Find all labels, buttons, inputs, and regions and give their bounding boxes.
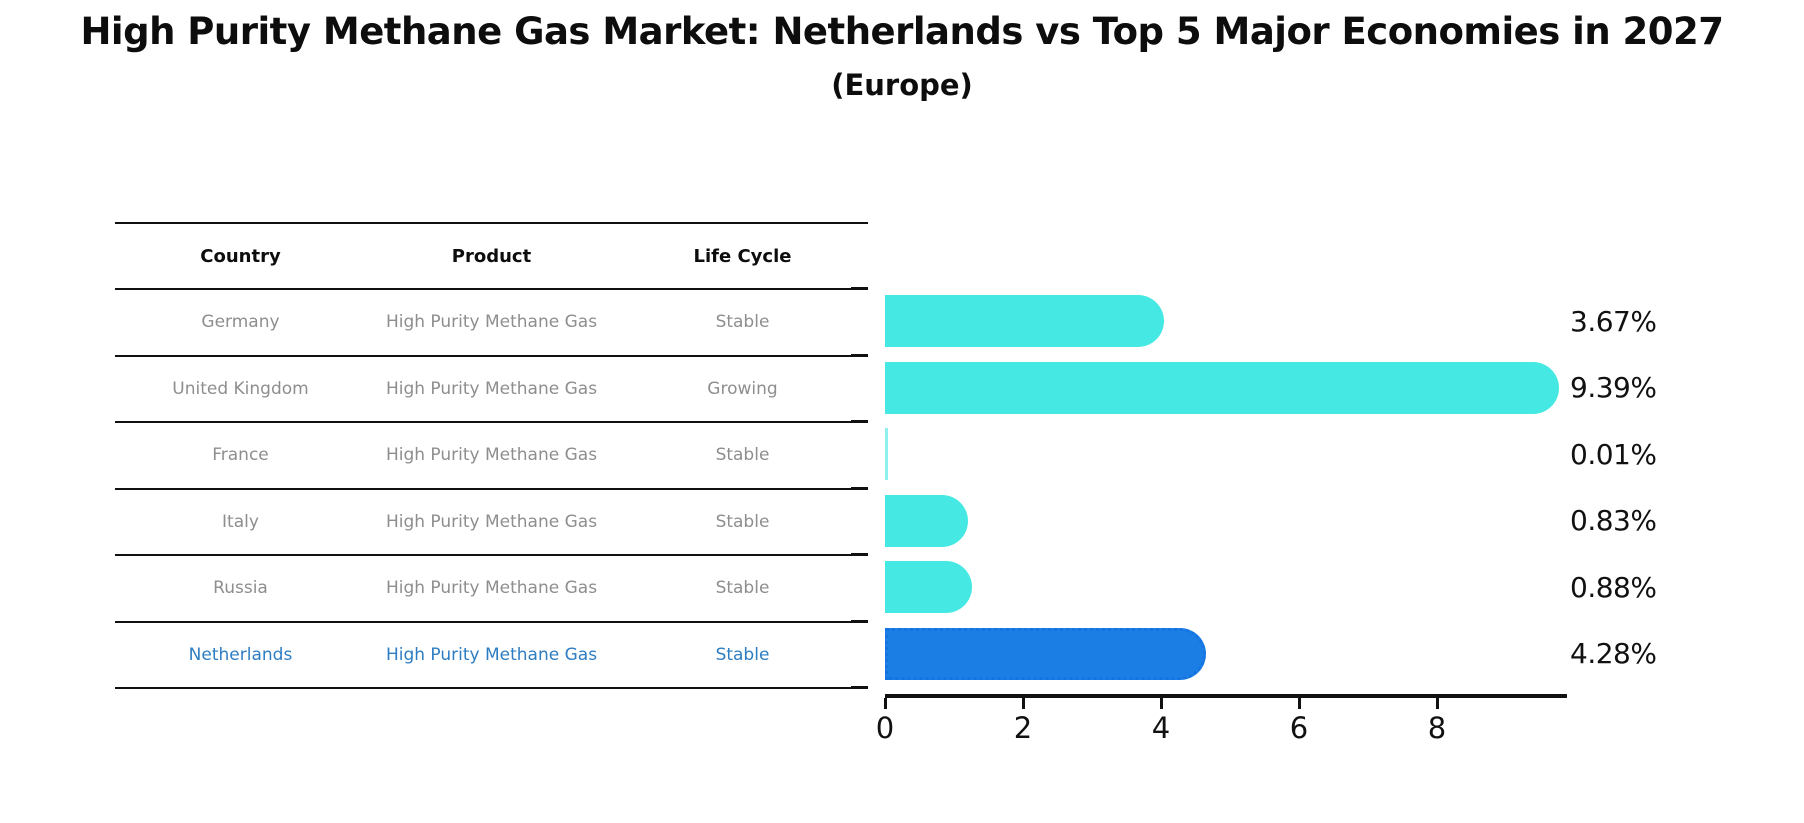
table-cell-product: High Purity Methane Gas: [385, 312, 598, 333]
x-axis-tick: [1436, 698, 1439, 709]
x-axis-tick: [1298, 698, 1301, 709]
table-header-life-cycle: Life Cycle: [693, 245, 792, 267]
bar-value-label: 0.88%: [1570, 570, 1657, 604]
bar-france: [885, 428, 888, 480]
table-row: Netherlands High Purity Methane Gas Stable: [115, 623, 868, 689]
table-cell-product: High Purity Methane Gas: [385, 511, 598, 532]
x-axis-tick: [1022, 698, 1025, 709]
table-cell-country: France: [212, 445, 269, 466]
table-header-country: Country: [200, 245, 281, 267]
x-axis-tick-label: 2: [1013, 711, 1033, 745]
bar-netherlands: [885, 627, 1207, 680]
y-axis-tick: [851, 619, 868, 623]
y-axis-tick: [851, 353, 868, 357]
bar-italy: [885, 494, 969, 547]
bar-value-label: 4.28%: [1570, 637, 1657, 671]
bar-value-label: 3.67%: [1570, 304, 1657, 338]
table-row: Russia High Purity Methane Gas Stable: [115, 556, 868, 623]
x-axis-tick-label: 6: [1289, 711, 1309, 745]
table-cell-product: High Purity Methane Gas: [385, 644, 598, 665]
chart-subtitle: (Europe): [831, 68, 973, 102]
bar-row-france: [885, 421, 1585, 488]
table-row: Germany High Purity Methane Gas Stable: [115, 290, 868, 357]
table-cell-life-cycle: Growing: [707, 378, 778, 399]
table-cell-country: Germany: [201, 312, 280, 333]
x-axis-tick: [884, 698, 887, 709]
table-row: France High Purity Methane Gas Stable: [115, 423, 868, 490]
table-row: Italy High Purity Methane Gas Stable: [115, 490, 868, 556]
bar-value-label: 0.83%: [1570, 504, 1657, 538]
country-table: Country Product Life Cycle Germany High Puri…: [115, 222, 868, 690]
x-axis-tick-label: 8: [1427, 711, 1447, 745]
bar-value-label: 0.01%: [1570, 437, 1657, 471]
y-axis-tick: [851, 420, 868, 423]
table-cell-product: High Purity Methane Gas: [385, 445, 598, 466]
table-cell-country: Netherlands: [188, 644, 293, 665]
bar-united-kingdom: [885, 361, 1559, 414]
table-header-product: Product: [451, 245, 532, 267]
chart-title: High Purity Methane Gas Market: Netherla…: [80, 10, 1724, 53]
table-cell-life-cycle: Stable: [715, 445, 770, 466]
bar-row-italy: [885, 488, 1585, 555]
bar-russia: [885, 561, 972, 613]
table-cell-country: Russia: [213, 578, 268, 599]
bar-row-netherlands: [885, 621, 1585, 688]
table-row: United Kingdom High Purity Methane Gas Gro…: [115, 357, 868, 423]
table-cell-life-cycle: Stable: [715, 312, 770, 333]
y-axis-tick: [851, 553, 868, 556]
table-cell-life-cycle: Stable: [715, 511, 770, 532]
x-axis-tick-label: 4: [1151, 711, 1171, 745]
x-axis-tick: [1160, 698, 1163, 709]
table-cell-country: United Kingdom: [172, 378, 309, 399]
bar-germany: [885, 295, 1165, 347]
table-cell-country: Italy: [222, 511, 259, 532]
y-axis-tick: [851, 287, 868, 290]
x-axis-tick-label: 0: [875, 711, 895, 745]
bar-row-germany: [885, 288, 1585, 355]
bar-value-label: 9.39%: [1570, 371, 1657, 405]
bar-row-united-kingdom: [885, 355, 1585, 422]
table-cell-life-cycle: Stable: [715, 644, 770, 665]
table-header-row: Country Product Life Cycle: [115, 224, 868, 290]
table-cell-product: High Purity Methane Gas: [385, 378, 598, 399]
table-cell-product: High Purity Methane Gas: [385, 578, 598, 599]
x-axis-line: [885, 694, 1567, 698]
y-axis-tick: [851, 486, 868, 490]
table-cell-life-cycle: Stable: [715, 578, 770, 599]
y-axis-tick: [851, 686, 868, 689]
bar-row-russia: [885, 554, 1585, 621]
